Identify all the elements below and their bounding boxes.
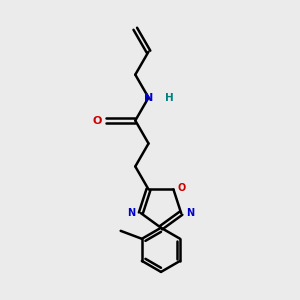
Text: O: O bbox=[178, 183, 186, 193]
Text: N: N bbox=[144, 93, 153, 103]
Text: O: O bbox=[93, 116, 102, 126]
Text: N: N bbox=[128, 208, 136, 218]
Text: H: H bbox=[165, 93, 173, 103]
Text: N: N bbox=[187, 208, 195, 218]
